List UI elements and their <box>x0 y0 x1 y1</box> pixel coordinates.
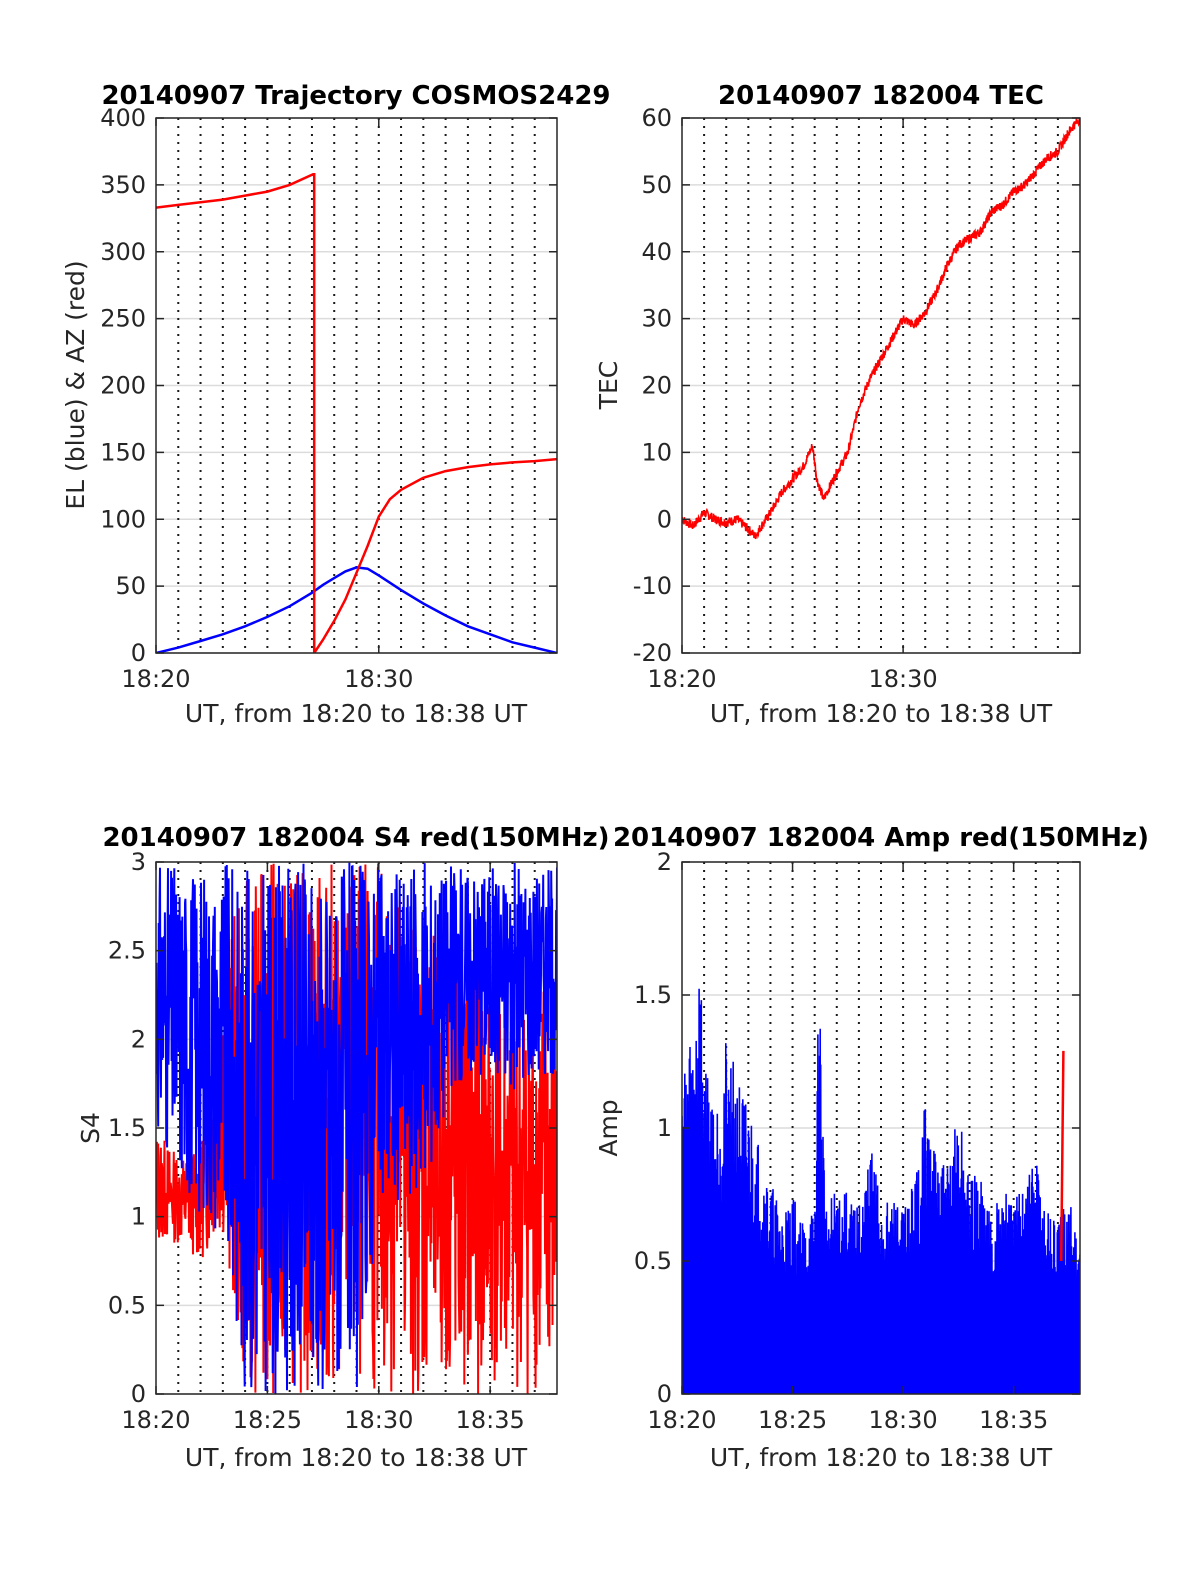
x-tick-label: 18:20 <box>121 1406 190 1434</box>
y-tick-label: 1.5 <box>108 1114 146 1142</box>
y-tick-label: 250 <box>100 305 146 333</box>
y-tick-label: 30 <box>641 305 672 333</box>
y-tick-label: 2 <box>657 848 672 876</box>
amp-x-axis-label: UT, from 18:20 to 18:38 UT <box>710 1443 1053 1472</box>
trajectory-y-axis-label: EL (blue) & AZ (red) <box>61 260 90 509</box>
x-tick-label: 18:35 <box>979 1406 1048 1434</box>
y-tick-label: 200 <box>100 372 146 400</box>
y-tick-label: 0 <box>657 1380 672 1408</box>
y-tick-label: 1 <box>131 1203 146 1231</box>
y-tick-label: 60 <box>641 104 672 132</box>
y-tick-label: 0.5 <box>108 1291 146 1319</box>
trajectory-title: 20140907 Trajectory COSMOS2429 <box>101 81 610 111</box>
tec-chart: 20140907 182004 TEC -20 -10 0 10 20 30 40 50 60 1… <box>594 81 1081 728</box>
tec-tec-series <box>682 118 1080 540</box>
y-tick-label: 1.5 <box>634 981 672 1009</box>
s4-blue-series <box>156 862 557 1394</box>
trajectory-chart: 20140907 Trajectory COSMOS2429 0 50 100 150… <box>61 81 611 728</box>
y-tick-label: 3 <box>131 848 146 876</box>
x-tick-label: 18:20 <box>647 1406 716 1434</box>
traj-el-series <box>156 566 557 653</box>
amp-chart: 0 0.5 1 1.5 2 18:20 18:25 18:30 18:35 20140907 1… <box>594 823 1149 1472</box>
y-tick-label: 20 <box>641 372 672 400</box>
x-tick-label: 18:30 <box>344 665 413 693</box>
s4-x-axis-label: UT, from 18:20 to 18:38 UT <box>185 1443 528 1472</box>
s4-y-axis-label: S4 <box>76 1112 105 1144</box>
x-tick-label: 18:25 <box>233 1406 302 1434</box>
s4-title: 20140907 182004 S4 red(150MHz) <box>102 823 609 853</box>
y-tick-label: 300 <box>100 238 146 266</box>
y-tick-label: 50 <box>115 572 146 600</box>
x-tick-label: 18:30 <box>869 665 938 693</box>
y-tick-label: 50 <box>641 171 672 199</box>
y-tick-label: 0.5 <box>634 1247 672 1275</box>
y-tick-label: 0 <box>657 505 672 533</box>
y-tick-label: -10 <box>633 572 672 600</box>
amp-y-axis-label: Amp <box>594 1099 623 1156</box>
s4-chart: 0 0.5 1 1.5 2 2.5 3 18:20 18:25 18:30 18:35 201409… <box>76 823 610 1472</box>
tec-title: 20140907 182004 TEC <box>718 81 1044 111</box>
traj-az-series <box>156 172 557 653</box>
y-tick-label: 150 <box>100 438 146 466</box>
y-tick-label: -20 <box>633 639 672 667</box>
y-tick-label: 10 <box>641 438 672 466</box>
tec-y-axis-label: TEC <box>594 361 623 411</box>
y-tick-label: 1 <box>657 1114 672 1142</box>
y-tick-label: 2 <box>131 1025 146 1053</box>
y-tick-label: 400 <box>100 104 146 132</box>
amp-title: 20140907 182004 Amp red(150MHz) <box>613 823 1149 853</box>
x-tick-label: 18:20 <box>647 665 716 693</box>
y-tick-label: 0 <box>131 1380 146 1408</box>
tec-x-axis-label: UT, from 18:20 to 18:38 UT <box>710 699 1053 728</box>
y-tick-label: 2.5 <box>108 937 146 965</box>
x-tick-label: 18:20 <box>121 665 190 693</box>
x-tick-label: 18:30 <box>344 1406 413 1434</box>
y-tick-label: 100 <box>100 505 146 533</box>
y-tick-label: 40 <box>641 238 672 266</box>
x-tick-label: 18:30 <box>869 1406 938 1434</box>
trajectory-x-axis-label: UT, from 18:20 to 18:38 UT <box>185 699 528 728</box>
y-tick-label: 0 <box>131 639 146 667</box>
x-tick-label: 18:35 <box>456 1406 525 1434</box>
amp-blue-series <box>682 988 1080 1394</box>
y-tick-label: 350 <box>100 171 146 199</box>
amp-red-series <box>1059 1050 1065 1262</box>
x-tick-label: 18:25 <box>758 1406 827 1434</box>
